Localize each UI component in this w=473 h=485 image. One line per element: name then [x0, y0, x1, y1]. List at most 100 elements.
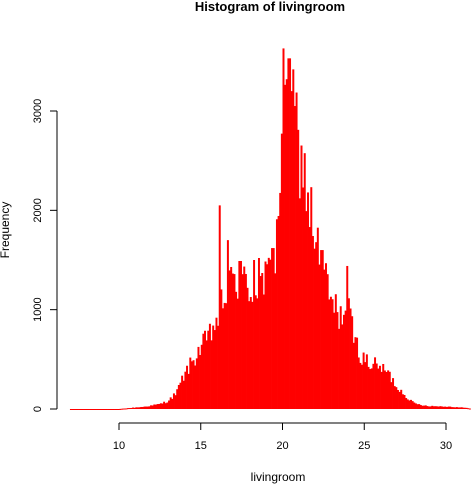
histogram-bar: [364, 362, 367, 409]
chart-title: Histogram of livingroom: [195, 0, 345, 14]
histogram-bar: [352, 342, 355, 409]
histogram-bar: [246, 287, 249, 409]
histogram-bar: [135, 407, 138, 409]
histogram-bar: [401, 394, 404, 409]
histogram-bar: [290, 91, 293, 409]
histogram-bar: [148, 406, 151, 409]
histogram-bar: [336, 312, 339, 409]
histogram-bar: [465, 407, 468, 409]
histogram-bar: [102, 409, 105, 410]
histogram-bar: [174, 395, 177, 409]
histogram-bar: [316, 227, 319, 409]
histogram-bar: [298, 198, 301, 409]
histogram-bar: [455, 407, 458, 409]
histogram-bar: [311, 236, 314, 409]
histogram-bar: [218, 205, 221, 409]
histogram-bar: [354, 337, 357, 409]
histogram-bar: [351, 316, 354, 409]
histogram-bar: [315, 242, 318, 409]
histogram-bar: [307, 192, 310, 409]
histogram-bar: [123, 408, 126, 410]
histogram-bar: [244, 273, 247, 409]
histogram-bar: [282, 48, 285, 410]
histogram-bar: [289, 58, 292, 409]
histogram-bar: [450, 407, 453, 409]
histogram-bar: [78, 409, 81, 410]
histogram-bar: [212, 325, 215, 409]
histogram-bar: [406, 399, 409, 409]
histogram-bar: [83, 409, 86, 410]
histogram-bar: [115, 409, 118, 410]
histogram-bar: [297, 129, 300, 409]
histogram-bar: [452, 407, 455, 409]
histogram-bar: [97, 409, 100, 410]
histogram-bar: [305, 211, 308, 409]
histogram-bar: [161, 403, 164, 409]
histogram-bar: [346, 265, 349, 409]
histogram-bar: [171, 398, 174, 409]
histogram-bar: [133, 407, 136, 409]
histogram-bar: [215, 317, 218, 409]
histogram-bar: [349, 308, 352, 409]
histogram-bar: [94, 409, 97, 410]
histogram-bar: [158, 403, 161, 409]
histogram-bar: [447, 406, 450, 409]
histogram-bar: [79, 409, 82, 410]
histogram-bar: [249, 297, 252, 409]
histogram-bar: [254, 295, 257, 409]
histogram-bar: [357, 357, 360, 409]
histogram-bar: [300, 145, 303, 409]
histogram-bar: [233, 274, 236, 409]
histogram-bar: [192, 360, 195, 409]
histogram-bar: [136, 407, 139, 409]
histogram-bar: [248, 301, 251, 409]
histogram-bar: [235, 291, 238, 409]
histogram-bar: [426, 406, 429, 409]
histogram-bar: [264, 261, 267, 409]
histogram-bar: [86, 409, 89, 410]
histogram-bar: [199, 355, 202, 409]
histogram-bar: [395, 387, 398, 409]
histogram-bar: [454, 407, 457, 409]
histogram-bar: [228, 270, 231, 409]
histogram-bar: [153, 404, 156, 409]
histogram-bar: [259, 276, 262, 409]
histogram-bar: [463, 407, 466, 409]
histogram-bar: [230, 266, 233, 409]
histogram-bar: [114, 409, 117, 410]
histogram-bar: [280, 133, 283, 409]
y-tick-label: 2000: [32, 198, 44, 222]
histogram-bar: [236, 298, 239, 409]
histogram-bar: [269, 259, 272, 409]
histogram-bar: [382, 363, 385, 409]
histogram-bar: [308, 227, 311, 409]
histogram-bar: [73, 409, 76, 410]
histogram-bar: [205, 340, 208, 409]
histogram-bar: [295, 92, 298, 410]
histogram-bar: [120, 408, 123, 410]
histogram-bar: [310, 187, 313, 409]
histogram-bar: [150, 405, 153, 409]
histogram-bar: [194, 365, 197, 409]
histogram-bar: [231, 273, 234, 409]
histogram-bar: [274, 273, 277, 409]
histogram-bar: [145, 406, 148, 409]
histogram-bar: [251, 301, 254, 409]
histogram-bar: [293, 106, 296, 409]
histogram-bar: [182, 380, 185, 409]
histogram-bar: [181, 375, 184, 409]
histogram-bar: [436, 406, 439, 409]
histogram-bar: [442, 406, 445, 409]
histogram-bar: [92, 409, 95, 410]
y-tick-label: 3000: [32, 99, 44, 123]
histogram-bar: [326, 274, 329, 409]
histogram-bar: [284, 84, 287, 410]
histogram-bar: [359, 362, 362, 409]
histogram-bar: [159, 403, 162, 409]
histogram-bar: [253, 260, 256, 409]
histogram-bar: [362, 352, 365, 409]
histogram-bar: [343, 314, 345, 409]
histogram-bar: [105, 409, 108, 410]
histogram-bar: [89, 409, 92, 410]
